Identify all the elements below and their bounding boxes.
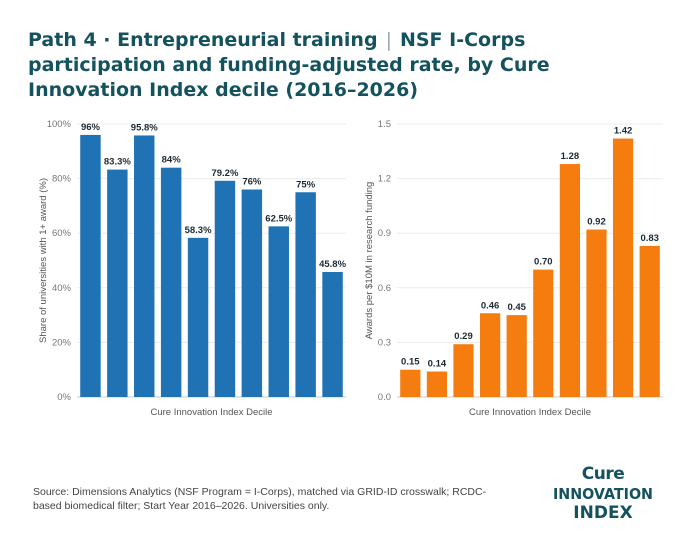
- left-x-axis-label: Cure Innovation Index Decile: [151, 407, 273, 418]
- right-bar-data-label: 0.70: [534, 257, 553, 268]
- right-bar-data-label: 0.29: [454, 331, 473, 342]
- right-bar: [639, 245, 660, 397]
- left-bar: [241, 189, 263, 397]
- right-y-axis-label: Awards per $10M in research funding: [364, 182, 375, 340]
- left-bar-data-label: 95.8%: [131, 122, 158, 133]
- left-bar-data-label: 76%: [242, 177, 262, 188]
- left-bar: [268, 226, 289, 397]
- right-bar-data-label: 0.83: [640, 233, 659, 244]
- left-bar-data-label: 79.2%: [211, 168, 238, 179]
- left-y-tick-label: 40%: [52, 283, 72, 294]
- left-bar-data-label: 96%: [81, 122, 101, 133]
- chart-title: Path 4 · Entrepreneurial training | NSF I-…: [28, 28, 668, 103]
- right-bar-data-label: 1.42: [614, 126, 633, 137]
- right-bar-data-label: 0.45: [507, 302, 526, 313]
- title-separator: |: [385, 29, 392, 51]
- left-bar-data-label: 84%: [162, 155, 182, 166]
- logo-line-innovation: INNOVATION: [553, 485, 653, 503]
- right-bar-data-label: 0.92: [587, 217, 606, 228]
- right-bar: [533, 269, 554, 397]
- right-y-tick-label: 0.3: [378, 337, 391, 348]
- left-bar-data-label: 45.8%: [319, 259, 346, 270]
- left-bar: [107, 169, 128, 397]
- left-y-tick-label: 60%: [52, 228, 72, 239]
- logo-line-cure: Cure: [582, 464, 625, 484]
- left-bar: [295, 192, 316, 397]
- source-note: Source: Dimensions Analytics (NSF Progra…: [33, 486, 487, 512]
- left-bar: [134, 135, 155, 397]
- right-bar-data-label: 0.14: [428, 359, 447, 370]
- right-bar: [559, 164, 581, 397]
- right-bar: [506, 315, 527, 397]
- left-y-tick-label: 20%: [52, 337, 72, 348]
- left-bar: [214, 180, 236, 397]
- right-bar: [426, 371, 448, 397]
- left-y-tick-label: 80%: [52, 174, 72, 185]
- right-y-tick-label: 1.5: [378, 119, 391, 130]
- right-bar-data-label: 0.15: [401, 357, 420, 368]
- cure-innovation-index-logo: Cure INNOVATION INDEX: [553, 464, 653, 522]
- right-y-tick-label: 0.9: [378, 228, 391, 239]
- charts-area: 0% 20% 40% 60% 80% 100% 96% 83.3% 95.8% 84% 58.3% 7…: [38, 119, 663, 418]
- right-bar: [612, 138, 634, 397]
- left-bar-data-label: 62.5%: [265, 213, 292, 224]
- right-bar: [586, 229, 607, 397]
- right-y-tick-label: 0.6: [378, 283, 391, 294]
- right-y-tick-label: 1.2: [378, 174, 391, 185]
- left-bar: [80, 134, 101, 398]
- left-bar-data-label: 83.3%: [104, 157, 131, 168]
- right-bar-data-label: 0.46: [481, 300, 500, 311]
- left-y-tick-label: 100%: [47, 119, 72, 130]
- right-y-tick-label: 0.0: [378, 392, 391, 403]
- right-x-axis-label: Cure Innovation Index Decile: [469, 407, 591, 418]
- left-y-tick-label: 0%: [57, 392, 71, 403]
- left-bar-data-label: 58.3%: [185, 225, 212, 236]
- right-bar-data-label: 1.28: [561, 151, 580, 162]
- left-bar: [322, 271, 343, 397]
- title-part1: Path 4 · Entrepreneurial training: [28, 29, 378, 51]
- logo-line-index: INDEX: [573, 503, 632, 522]
- left-bar-data-label: 75%: [296, 179, 316, 190]
- left-bar: [160, 167, 182, 397]
- left-y-axis-label: Share of universities with 1+ award (%): [38, 178, 49, 343]
- title-part2: NSF I-Corps participation and funding-ad…: [28, 29, 550, 101]
- left-bar: [187, 237, 209, 397]
- right-bar: [479, 313, 501, 397]
- right-bar: [453, 344, 474, 397]
- right-bar: [400, 369, 421, 397]
